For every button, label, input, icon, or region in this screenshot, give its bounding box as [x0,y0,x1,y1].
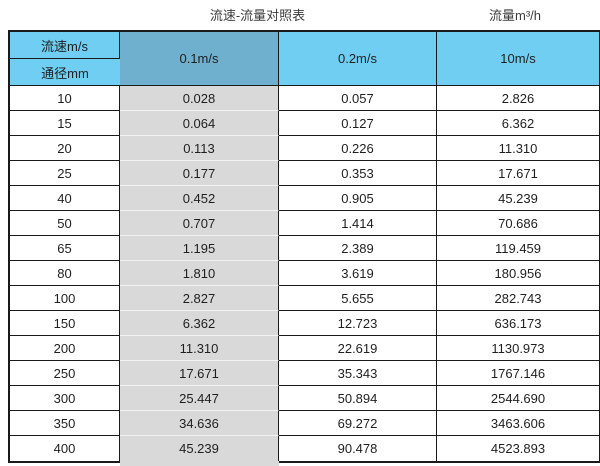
flow-value-cell: 1767.146 [437,361,599,386]
flow-value-cell: 25.447 [120,386,279,411]
flow-value-cell: 35.343 [279,361,437,386]
table-row: 25 0.177 0.353 17.671 [10,161,599,186]
titles-row: 流速-流量对照表 流量m³/h [0,0,600,30]
flow-value-cell: 0.177 [120,161,279,186]
page-title: 流速-流量对照表 [209,8,306,23]
flow-value-cell: 34.636 [120,411,279,436]
diameter-cell: 40 [10,186,120,211]
flow-value-cell: 6.362 [120,311,279,336]
flow-value-cell: 90.478 [279,436,437,461]
flow-value-cell: 282.743 [437,286,599,311]
header-row-velocity: 流速m/s 0.1m/s 0.2m/s 10m/s [10,32,599,86]
flow-value-cell: 70.686 [437,211,599,236]
diameter-cell: 15 [10,111,120,136]
flow-value-cell: 12.723 [279,311,437,336]
corner-header-diameter: 通径mm [10,59,120,86]
flow-value-cell: 45.239 [120,436,279,461]
table-row: 20 0.113 0.226 11.310 [10,136,599,161]
flow-value-cell: 11.310 [437,136,599,161]
flow-value-cell: 2544.690 [437,386,599,411]
flow-value-cell: 636.173 [437,311,599,336]
diameter-cell: 25 [10,161,120,186]
flow-value-cell: 3463.606 [437,411,599,436]
table-row: 50 0.707 1.414 70.686 [10,211,599,236]
diameter-cell: 10 [10,86,120,111]
table-row: 80 1.810 3.619 180.956 [10,261,599,286]
flow-value-cell: 0.127 [279,111,437,136]
table-row: 400 45.239 90.478 4523.893 [10,436,599,461]
diameter-cell: 250 [10,361,120,386]
flow-value-cell: 6.362 [437,111,599,136]
flow-value-cell: 2.826 [437,86,599,111]
diameter-cell: 50 [10,211,120,236]
corner-header-velocity: 流速m/s [10,32,120,59]
flow-value-cell: 1.810 [120,261,279,286]
flow-value-cell: 2.827 [120,286,279,311]
flow-value-cell: 0.226 [279,136,437,161]
flow-value-cell: 2.389 [279,236,437,261]
flow-table-container: 流速m/s 0.1m/s 0.2m/s 10m/s 通径mm 10 0.028 0.… [8,30,600,466]
table-row: 150 6.362 12.723 636.173 [10,311,599,336]
flow-value-cell: 0.057 [279,86,437,111]
flow-value-cell: 50.894 [279,386,437,411]
flow-value-cell: 3.619 [279,261,437,286]
diameter-cell: 400 [10,436,120,461]
velocity-column-header-0.1ms[interactable]: 0.1m/s [120,32,279,86]
table-row: 40 0.452 0.905 45.239 [10,186,599,211]
flow-value-cell: 0.028 [120,86,279,111]
flow-value-cell: 11.310 [120,336,279,361]
diameter-cell: 350 [10,411,120,436]
diameter-cell: 100 [10,286,120,311]
diameter-cell: 200 [10,336,120,361]
flow-value-cell: 1.195 [120,236,279,261]
flow-value-cell: 180.956 [437,261,599,286]
table-row: 65 1.195 2.389 119.459 [10,236,599,261]
flow-value-cell: 119.459 [437,236,599,261]
diameter-cell: 150 [10,311,120,336]
table-row: 350 34.636 69.272 3463.606 [10,411,599,436]
flow-value-cell: 0.353 [279,161,437,186]
diameter-cell: 65 [10,236,120,261]
flow-value-cell: 69.272 [279,411,437,436]
flow-value-cell: 0.452 [120,186,279,211]
flow-value-cell: 17.671 [437,161,599,186]
diameter-cell: 80 [10,261,120,286]
header-row-diameter: 通径mm [10,59,599,86]
velocity-column-header-10ms[interactable]: 10m/s [437,32,599,86]
table-row: 200 11.310 22.619 1130.973 [10,336,599,361]
flow-value-cell: 22.619 [279,336,437,361]
table-row: 10 0.028 0.057 2.826 [10,86,599,111]
flow-value-cell: 1130.973 [437,336,599,361]
velocity-column-header-0.2ms[interactable]: 0.2m/s [279,32,437,86]
table-row: 300 25.447 50.894 2544.690 [10,386,599,411]
flow-value-cell: 0.064 [120,111,279,136]
table-row: 15 0.064 0.127 6.362 [10,111,599,136]
flow-unit-label: 流量m³/h [488,8,541,23]
flow-value-cell: 17.671 [120,361,279,386]
flow-value-cell: 1.414 [279,211,437,236]
flow-value-cell: 0.113 [120,136,279,161]
flow-value-cell: 0.707 [120,211,279,236]
table-header: 流速m/s 0.1m/s 0.2m/s 10m/s 通径mm [10,32,599,86]
table-row: 100 2.827 5.655 282.743 [10,286,599,311]
highlight-column-overhang [120,461,279,466]
table-row: 250 17.671 35.343 1767.146 [10,361,599,386]
table-body: 10 0.028 0.057 2.826 15 0.064 0.127 6.362 20 0.11… [10,86,599,461]
flow-value-cell: 5.655 [279,286,437,311]
diameter-cell: 20 [10,136,120,161]
flow-rate-table: 流速m/s 0.1m/s 0.2m/s 10m/s 通径mm 10 0.028 0.… [8,30,600,463]
flow-value-cell: 45.239 [437,186,599,211]
flow-value-cell: 4523.893 [437,436,599,461]
diameter-cell: 300 [10,386,120,411]
flow-value-cell: 0.905 [279,186,437,211]
